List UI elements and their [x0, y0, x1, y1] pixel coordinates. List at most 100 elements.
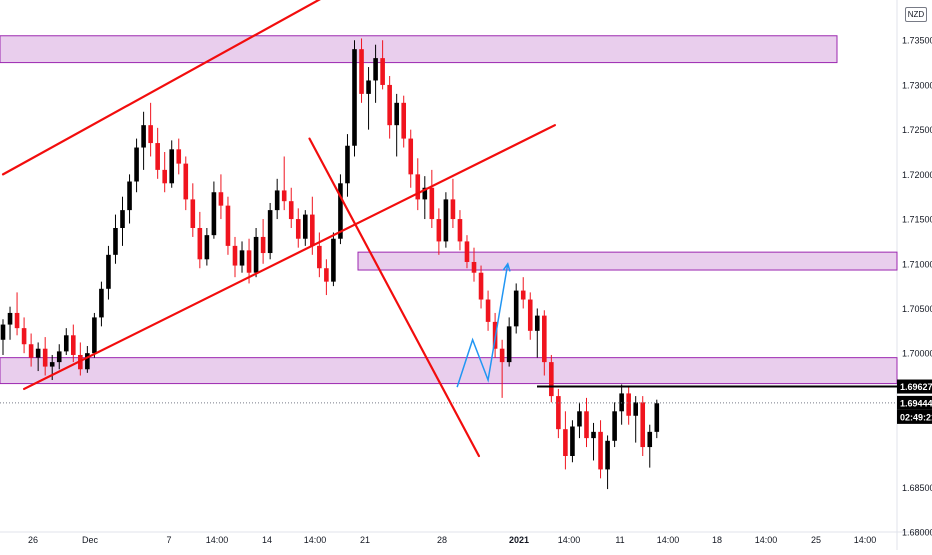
price-tick-label: 1.68000 — [902, 528, 932, 538]
candle-body — [584, 411, 589, 439]
candle-up — [443, 192, 449, 248]
price-tick-label: 1.73500 — [902, 36, 932, 46]
trendline-channel-lower — [22, 124, 556, 391]
candle-body — [21, 328, 27, 345]
candle-up — [513, 283, 519, 334]
candle-down — [429, 169, 435, 228]
candle-body — [310, 214, 315, 246]
candle-down — [295, 208, 301, 248]
candle-body — [401, 102, 407, 139]
candle-body — [352, 49, 357, 146]
candle-down — [556, 388, 561, 439]
candle-body — [106, 254, 111, 289]
candle-body — [260, 236, 266, 254]
candle-body — [359, 49, 364, 94]
candle-body — [49, 362, 55, 367]
zones-layer — [0, 35, 898, 385]
candle-down — [42, 337, 48, 376]
projection-path — [456, 263, 509, 388]
price-tick-label: 1.71000 — [902, 259, 932, 269]
key-level-price-label: 1.69627 — [897, 379, 932, 394]
time-tick-label: Dec — [82, 535, 99, 545]
countdown-label: 02:49:21 — [897, 409, 932, 424]
candle-down — [21, 317, 27, 354]
candle-up — [120, 196, 125, 246]
time-axis[interactable]: 26 Dec 7 14:00 14 14:00 21 28 2021 14:00 11 14:00 18… — [28, 535, 876, 545]
candle-body — [141, 125, 146, 148]
candle-body — [654, 403, 660, 432]
candle-body — [429, 187, 435, 220]
zone-3 — [0, 357, 898, 385]
time-tick-label: 7 — [166, 535, 171, 545]
candle-body — [99, 288, 104, 318]
candle-down — [324, 259, 329, 296]
candle-down — [626, 387, 631, 425]
price-label-text: 1.69627 — [900, 382, 932, 392]
candle-body — [92, 317, 97, 354]
candle-body — [366, 80, 371, 94]
candle-up — [0, 319, 6, 355]
candle-up — [633, 396, 638, 443]
candle-body — [443, 199, 449, 242]
candle-up — [394, 93, 399, 157]
time-tick-label: 28 — [437, 535, 447, 545]
price-tick-label: 1.70500 — [902, 304, 932, 314]
candle-body — [211, 192, 217, 236]
candle-body — [549, 362, 554, 397]
candles-layer — [0, 38, 660, 490]
candle-down — [598, 420, 603, 479]
candle-body — [7, 312, 13, 325]
candle-up — [366, 67, 371, 130]
candle-body — [197, 228, 203, 260]
candle-up — [99, 281, 104, 327]
candle-body — [232, 245, 238, 266]
candle-up — [534, 308, 540, 358]
candle-body — [457, 219, 463, 242]
candle-down — [317, 232, 322, 278]
candle-body — [345, 145, 350, 184]
candle-down — [232, 236, 238, 278]
candle-up — [106, 245, 111, 300]
candle-down — [380, 40, 385, 90]
price-axis[interactable]: 1.73500 1.73000 1.72500 1.72000 1.71500 1.710… — [897, 36, 932, 538]
candle-down — [288, 187, 294, 228]
candle-up — [239, 241, 245, 273]
candle-body — [436, 219, 442, 242]
candle-body — [204, 235, 210, 260]
time-tick-label: 14:00 — [755, 535, 778, 545]
candle-body — [42, 348, 48, 367]
price-label-bg — [897, 379, 932, 394]
candle-up — [577, 402, 582, 439]
candle-up — [654, 399, 660, 439]
candle-up — [612, 402, 617, 448]
candle-down — [359, 38, 364, 103]
price-tick-label: 1.68500 — [902, 483, 932, 493]
candle-body — [478, 272, 484, 300]
time-tick-label: 11 — [615, 535, 624, 545]
candle-body — [647, 431, 653, 448]
candle-up — [134, 138, 139, 193]
candle-body — [570, 426, 575, 456]
candle-body — [380, 58, 385, 85]
candle-body — [415, 174, 421, 200]
candle-down — [527, 292, 533, 340]
candle-body — [324, 268, 329, 282]
candle-body — [71, 335, 76, 355]
currency-badge[interactable]: NZD — [905, 7, 927, 22]
price-tick-label: 1.72000 — [902, 170, 932, 180]
candle-up — [63, 328, 69, 355]
price-tick-label: 1.71500 — [902, 215, 932, 225]
candle-up — [56, 344, 62, 370]
candle-body — [640, 402, 646, 448]
zone-1 — [0, 35, 838, 64]
candle-up — [253, 228, 259, 278]
candle-body — [563, 429, 568, 456]
candle-up — [619, 384, 624, 425]
price-label-bg — [897, 395, 932, 410]
candle-down — [436, 208, 442, 255]
candle-body — [534, 315, 540, 331]
candle-body — [225, 205, 231, 246]
price-tick-label: 1.70000 — [902, 349, 932, 359]
candle-up — [141, 111, 146, 170]
